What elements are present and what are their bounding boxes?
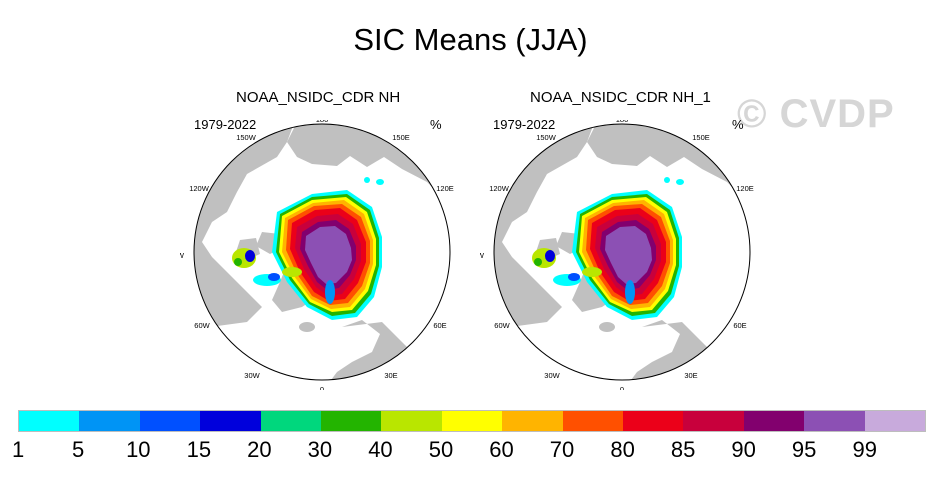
colorbar-segment — [864, 411, 926, 431]
colorbar-label: 90 — [731, 437, 756, 462]
colorbar-label: 5 — [72, 437, 85, 462]
colorbar-label: 70 — [549, 437, 575, 462]
ice-hudson-2 — [245, 250, 255, 262]
colorbar-segment — [79, 411, 140, 431]
map-boundary — [193, 123, 451, 381]
ice-archipelago — [282, 267, 302, 277]
colorbar-label: 40 — [368, 437, 393, 462]
lon-label: 60W — [494, 321, 510, 330]
colorbar-segment — [139, 411, 201, 431]
lon-label: 30W — [544, 371, 560, 380]
colorbar-segment — [321, 411, 382, 431]
lon-label: 120E — [736, 184, 754, 193]
colorbar-label: 60 — [489, 437, 514, 462]
colorbar-label: 10 — [126, 437, 151, 462]
ice-chukchi — [676, 179, 684, 185]
panel-1-units: % — [430, 117, 442, 132]
panel-1-title: NOAA_NSIDC_CDR NH — [236, 89, 401, 106]
ice-hudson-2 — [545, 250, 555, 262]
lon-label: 0 — [320, 385, 324, 390]
lon-label: 120W — [189, 184, 210, 193]
colorbar-label: 85 — [670, 437, 696, 462]
colorbar-label: 50 — [428, 437, 454, 462]
lon-label: 30W — [244, 371, 260, 380]
colorbar-segment — [623, 411, 684, 431]
ice-bering — [364, 177, 370, 183]
ice-bering — [664, 177, 670, 183]
panel-2-units: % — [732, 117, 744, 132]
cvdp-watermark: © CVDP — [737, 92, 895, 136]
lon-label: 60E — [433, 321, 446, 330]
colorbar-label: 95 — [791, 437, 817, 462]
colorbar-segment — [562, 411, 624, 431]
lon-label: 30E — [684, 371, 697, 380]
polar-map-2: 180150E120E90E60E30E030W60W90W120W150W — [480, 120, 754, 390]
colorbar-segment — [19, 411, 80, 431]
lon-label: 150W — [536, 133, 557, 142]
colorbar-segment — [441, 411, 503, 431]
colorbar-label: 99 — [852, 437, 877, 462]
colorbar-label: 20 — [247, 437, 272, 462]
colorbar-label: 1 — [12, 437, 25, 462]
colorbar-segment — [200, 411, 261, 431]
ice-greenland-east — [325, 280, 335, 304]
ice-baffin-2 — [268, 273, 280, 281]
ice-chukchi — [376, 179, 384, 185]
polar-map-1: 180150E120E90E60E30E030W60W90W120W150W — [180, 120, 454, 390]
map-boundary — [493, 123, 751, 381]
colorbar-label: 15 — [186, 437, 212, 462]
lon-label: 150E — [692, 133, 710, 142]
land-iceland — [599, 322, 615, 332]
panel-1-period: 1979-2022 — [194, 117, 257, 132]
lon-label: 90W — [180, 251, 185, 260]
lon-label: 120W — [489, 184, 510, 193]
lon-label: 180 — [316, 120, 329, 124]
colorbar-label: 30 — [307, 437, 333, 462]
ice-hudson-3 — [234, 258, 242, 266]
lon-label: 90W — [480, 251, 485, 260]
colorbar-segment — [683, 411, 744, 431]
colorbar-segment — [502, 411, 563, 431]
colorbar-segment — [260, 411, 322, 431]
figure-title: SIC Means (JJA) — [353, 22, 588, 57]
lon-label: 60W — [194, 321, 210, 330]
panel-2-period: 1979-2022 — [493, 117, 556, 132]
panel-2-title: NOAA_NSIDC_CDR NH_1 — [530, 89, 711, 106]
lon-label: 30E — [384, 371, 397, 380]
ice-band-8 — [305, 226, 352, 284]
lon-label: 180 — [616, 120, 629, 124]
lon-label: 150W — [236, 133, 257, 142]
colorbar-label: 80 — [610, 437, 635, 462]
colorbar-segment — [381, 411, 442, 431]
colorbar-segment — [804, 411, 865, 431]
ice-hudson-3 — [534, 258, 542, 266]
ice-greenland-east — [625, 280, 635, 304]
colorbar — [18, 410, 926, 432]
ice-baffin-2 — [568, 273, 580, 281]
ice-archipelago — [582, 267, 602, 277]
lon-label: 120E — [436, 184, 454, 193]
lon-label: 60E — [733, 321, 746, 330]
ice-band-8 — [605, 226, 652, 284]
lon-label: 0 — [620, 385, 624, 390]
land-iceland — [299, 322, 315, 332]
lon-label: 150E — [392, 133, 410, 142]
colorbar-segment — [743, 411, 805, 431]
